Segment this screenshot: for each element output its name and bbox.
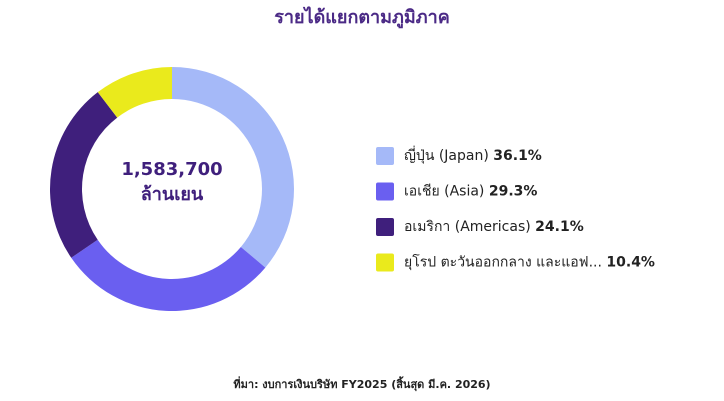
- legend-value: 29.3%: [489, 184, 538, 200]
- legend-label: ญี่ปุ่น (Japan): [404, 146, 489, 164]
- legend-swatch: [376, 218, 394, 236]
- legend-entry: อเมริกา (Americas) 24.1%: [404, 219, 584, 235]
- legend-value: 36.1%: [493, 148, 542, 164]
- legend-entry: ญี่ปุ่น (Japan) 36.1%: [404, 146, 542, 164]
- source-note: ที่มา: งบการเงินบริษัท FY2025 (สิ้นสุด ม…: [233, 376, 490, 392]
- legend-entry: เอเชีย (Asia) 29.3%: [404, 184, 537, 200]
- donut-slice: [49, 92, 118, 258]
- legend-swatch: [376, 182, 394, 201]
- legend-label: ยุโรป ตะวันออกกลาง และแอฟ...: [404, 254, 602, 271]
- legend-value: 24.1%: [535, 219, 584, 235]
- center-unit: ล้านเยน: [141, 184, 204, 205]
- center-label: 1,583,700: [121, 159, 222, 180]
- donut-slice: [97, 67, 172, 118]
- legend-entry: ยุโรป ตะวันออกกลาง และแอฟ... 10.4%: [404, 254, 655, 271]
- legend-label: เอเชีย (Asia): [404, 184, 484, 200]
- donut-slice: [71, 239, 266, 312]
- chart-title: รายได้แยกตามภูมิภาค: [274, 6, 450, 29]
- legend-swatch: [376, 253, 394, 272]
- legend-label: อเมริกา (Americas): [404, 219, 531, 235]
- legend-swatch: [376, 147, 394, 165]
- donut-slice: [172, 67, 295, 268]
- legend-value: 10.4%: [606, 255, 655, 271]
